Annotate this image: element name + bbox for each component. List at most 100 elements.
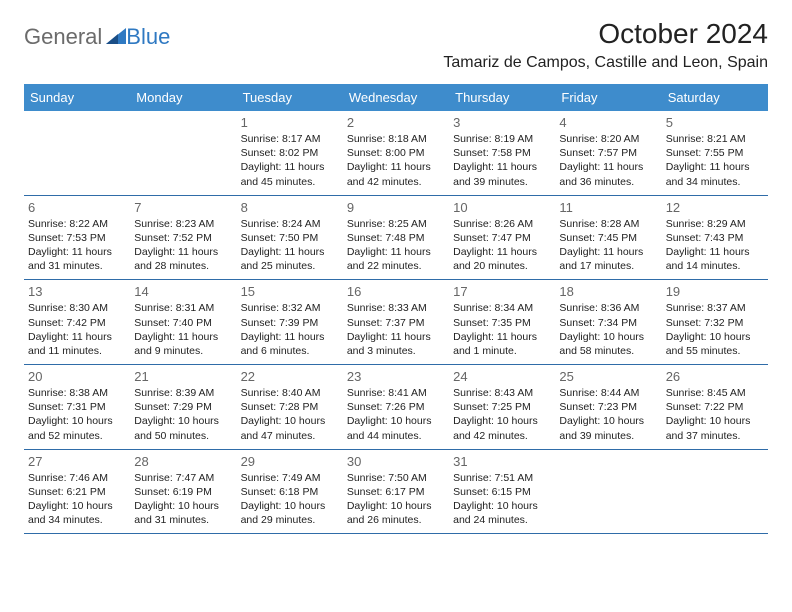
day-number: 23	[347, 369, 445, 384]
daylight-text: Daylight: 11 hours and 17 minutes.	[559, 245, 657, 273]
daylight-text: Daylight: 11 hours and 39 minutes.	[453, 160, 551, 188]
day-cell	[130, 111, 236, 195]
sunset-text: Sunset: 7:48 PM	[347, 231, 445, 245]
day-number: 4	[559, 115, 657, 130]
day-cell: 20Sunrise: 8:38 AMSunset: 7:31 PMDayligh…	[24, 365, 130, 449]
day-cell: 21Sunrise: 8:39 AMSunset: 7:29 PMDayligh…	[130, 365, 236, 449]
title-block: October 2024 Tamariz de Campos, Castille…	[443, 18, 768, 72]
daylight-text: Daylight: 11 hours and 45 minutes.	[241, 160, 339, 188]
day-number: 20	[28, 369, 126, 384]
sunrise-text: Sunrise: 7:50 AM	[347, 471, 445, 485]
day-number: 31	[453, 454, 551, 469]
sunrise-text: Sunrise: 8:39 AM	[134, 386, 232, 400]
sunrise-text: Sunrise: 8:26 AM	[453, 217, 551, 231]
sunset-text: Sunset: 8:00 PM	[347, 146, 445, 160]
day-cell: 31Sunrise: 7:51 AMSunset: 6:15 PMDayligh…	[449, 450, 555, 534]
sunset-text: Sunset: 6:15 PM	[453, 485, 551, 499]
day-cell: 16Sunrise: 8:33 AMSunset: 7:37 PMDayligh…	[343, 280, 449, 364]
day-cell: 5Sunrise: 8:21 AMSunset: 7:55 PMDaylight…	[662, 111, 768, 195]
week-row: 27Sunrise: 7:46 AMSunset: 6:21 PMDayligh…	[24, 450, 768, 535]
day-number: 2	[347, 115, 445, 130]
location-subtitle: Tamariz de Campos, Castille and Leon, Sp…	[443, 54, 768, 72]
day-number: 24	[453, 369, 551, 384]
sunset-text: Sunset: 7:28 PM	[241, 400, 339, 414]
day-number: 18	[559, 284, 657, 299]
day-header-cell: Friday	[555, 84, 661, 111]
day-cell: 6Sunrise: 8:22 AMSunset: 7:53 PMDaylight…	[24, 196, 130, 280]
daylight-text: Daylight: 10 hours and 34 minutes.	[28, 499, 126, 527]
daylight-text: Daylight: 11 hours and 14 minutes.	[666, 245, 764, 273]
day-cell: 19Sunrise: 8:37 AMSunset: 7:32 PMDayligh…	[662, 280, 768, 364]
sunrise-text: Sunrise: 8:18 AM	[347, 132, 445, 146]
day-number: 26	[666, 369, 764, 384]
day-cell: 23Sunrise: 8:41 AMSunset: 7:26 PMDayligh…	[343, 365, 449, 449]
daylight-text: Daylight: 10 hours and 31 minutes.	[134, 499, 232, 527]
daylight-text: Daylight: 10 hours and 39 minutes.	[559, 414, 657, 442]
sunset-text: Sunset: 7:50 PM	[241, 231, 339, 245]
day-cell	[24, 111, 130, 195]
sunrise-text: Sunrise: 8:43 AM	[453, 386, 551, 400]
sunset-text: Sunset: 6:17 PM	[347, 485, 445, 499]
day-number: 15	[241, 284, 339, 299]
day-cell	[662, 450, 768, 534]
day-cell: 24Sunrise: 8:43 AMSunset: 7:25 PMDayligh…	[449, 365, 555, 449]
sunset-text: Sunset: 7:25 PM	[453, 400, 551, 414]
day-cell	[555, 450, 661, 534]
logo-word-2: Blue	[126, 24, 170, 50]
day-cell: 9Sunrise: 8:25 AMSunset: 7:48 PMDaylight…	[343, 196, 449, 280]
day-cell: 8Sunrise: 8:24 AMSunset: 7:50 PMDaylight…	[237, 196, 343, 280]
day-cell: 22Sunrise: 8:40 AMSunset: 7:28 PMDayligh…	[237, 365, 343, 449]
daylight-text: Daylight: 10 hours and 44 minutes.	[347, 414, 445, 442]
day-number: 21	[134, 369, 232, 384]
day-cell: 4Sunrise: 8:20 AMSunset: 7:57 PMDaylight…	[555, 111, 661, 195]
sunset-text: Sunset: 7:22 PM	[666, 400, 764, 414]
day-cell: 11Sunrise: 8:28 AMSunset: 7:45 PMDayligh…	[555, 196, 661, 280]
sunset-text: Sunset: 7:32 PM	[666, 316, 764, 330]
sunset-text: Sunset: 6:19 PM	[134, 485, 232, 499]
calendar: SundayMondayTuesdayWednesdayThursdayFrid…	[24, 84, 768, 534]
daylight-text: Daylight: 11 hours and 25 minutes.	[241, 245, 339, 273]
day-number: 17	[453, 284, 551, 299]
sunset-text: Sunset: 7:47 PM	[453, 231, 551, 245]
sunset-text: Sunset: 8:02 PM	[241, 146, 339, 160]
sunset-text: Sunset: 7:52 PM	[134, 231, 232, 245]
daylight-text: Daylight: 11 hours and 34 minutes.	[666, 160, 764, 188]
day-number: 6	[28, 200, 126, 215]
day-cell: 1Sunrise: 8:17 AMSunset: 8:02 PMDaylight…	[237, 111, 343, 195]
sunset-text: Sunset: 7:34 PM	[559, 316, 657, 330]
header: General Blue October 2024 Tamariz de Cam…	[24, 18, 768, 72]
sunrise-text: Sunrise: 8:24 AM	[241, 217, 339, 231]
sunset-text: Sunset: 7:40 PM	[134, 316, 232, 330]
day-number: 28	[134, 454, 232, 469]
day-cell: 10Sunrise: 8:26 AMSunset: 7:47 PMDayligh…	[449, 196, 555, 280]
week-row: 6Sunrise: 8:22 AMSunset: 7:53 PMDaylight…	[24, 196, 768, 281]
daylight-text: Daylight: 11 hours and 9 minutes.	[134, 330, 232, 358]
sunrise-text: Sunrise: 8:20 AM	[559, 132, 657, 146]
sunrise-text: Sunrise: 7:49 AM	[241, 471, 339, 485]
day-header-cell: Tuesday	[237, 84, 343, 111]
sunrise-text: Sunrise: 8:25 AM	[347, 217, 445, 231]
logo-triangle-icon	[106, 24, 126, 50]
day-cell: 27Sunrise: 7:46 AMSunset: 6:21 PMDayligh…	[24, 450, 130, 534]
daylight-text: Daylight: 11 hours and 22 minutes.	[347, 245, 445, 273]
sunrise-text: Sunrise: 8:41 AM	[347, 386, 445, 400]
sunrise-text: Sunrise: 8:38 AM	[28, 386, 126, 400]
sunrise-text: Sunrise: 7:51 AM	[453, 471, 551, 485]
sunset-text: Sunset: 7:42 PM	[28, 316, 126, 330]
sunset-text: Sunset: 7:37 PM	[347, 316, 445, 330]
sunrise-text: Sunrise: 8:17 AM	[241, 132, 339, 146]
sunset-text: Sunset: 7:35 PM	[453, 316, 551, 330]
sunrise-text: Sunrise: 8:19 AM	[453, 132, 551, 146]
sunset-text: Sunset: 6:18 PM	[241, 485, 339, 499]
sunrise-text: Sunrise: 8:36 AM	[559, 301, 657, 315]
day-header-cell: Saturday	[662, 84, 768, 111]
sunset-text: Sunset: 7:43 PM	[666, 231, 764, 245]
day-header-cell: Thursday	[449, 84, 555, 111]
day-number: 7	[134, 200, 232, 215]
day-cell: 15Sunrise: 8:32 AMSunset: 7:39 PMDayligh…	[237, 280, 343, 364]
day-cell: 7Sunrise: 8:23 AMSunset: 7:52 PMDaylight…	[130, 196, 236, 280]
day-cell: 29Sunrise: 7:49 AMSunset: 6:18 PMDayligh…	[237, 450, 343, 534]
day-cell: 13Sunrise: 8:30 AMSunset: 7:42 PMDayligh…	[24, 280, 130, 364]
day-number: 29	[241, 454, 339, 469]
day-number: 12	[666, 200, 764, 215]
